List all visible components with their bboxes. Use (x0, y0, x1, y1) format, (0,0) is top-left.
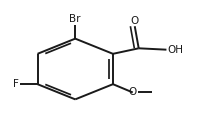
Text: Br: Br (69, 14, 81, 24)
Text: OH: OH (168, 45, 183, 55)
Text: O: O (131, 16, 139, 26)
Text: O: O (129, 87, 137, 97)
Text: F: F (13, 79, 19, 89)
